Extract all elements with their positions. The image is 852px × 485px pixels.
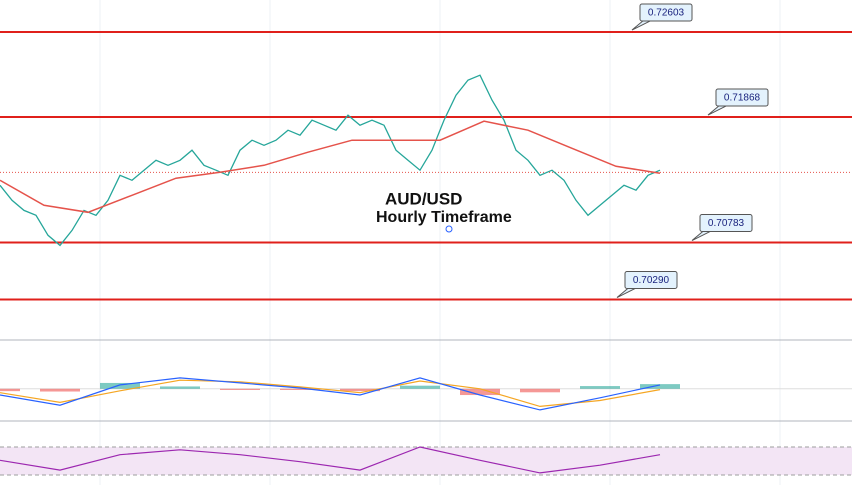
price-line bbox=[0, 74, 661, 247]
marker bbox=[445, 225, 453, 233]
level-label: 0.70783 bbox=[708, 218, 745, 229]
level-label: 0.71868 bbox=[724, 93, 761, 104]
callout-box bbox=[624, 271, 678, 290]
callout-box bbox=[639, 3, 693, 22]
macd-histogram-bar bbox=[520, 388, 560, 393]
macd-histogram-bar bbox=[280, 388, 320, 390]
macd-histogram-bar bbox=[100, 382, 140, 389]
callout-box bbox=[699, 214, 753, 233]
callout-pointer bbox=[631, 19, 653, 31]
chart-title: AUD/USD bbox=[385, 189, 462, 208]
chart-subtitle: Hourly Timeframe bbox=[376, 209, 512, 226]
rsi-band-fill bbox=[0, 447, 852, 475]
macd-histogram-bar bbox=[220, 388, 260, 390]
level-label: 0.70290 bbox=[633, 275, 670, 286]
macd-histogram-bar bbox=[580, 386, 620, 389]
macd-line bbox=[0, 377, 661, 411]
moving-average bbox=[0, 120, 661, 214]
callout-pointer bbox=[707, 104, 729, 116]
macd-signal bbox=[0, 379, 661, 408]
macd-histogram-bar bbox=[0, 388, 20, 392]
macd-histogram-bar bbox=[160, 386, 200, 389]
macd-histogram-bar bbox=[640, 384, 680, 389]
callout-box bbox=[715, 88, 769, 107]
callout-pointer bbox=[616, 287, 638, 298]
macd-histogram-bar bbox=[40, 388, 80, 392]
macd-histogram-bar bbox=[340, 388, 380, 392]
level-label: 0.72603 bbox=[648, 8, 685, 19]
rsi-line bbox=[0, 446, 661, 474]
macd-histogram-bar bbox=[400, 385, 440, 389]
callout-pointer bbox=[691, 230, 713, 241]
macd-histogram-bar bbox=[460, 388, 500, 396]
